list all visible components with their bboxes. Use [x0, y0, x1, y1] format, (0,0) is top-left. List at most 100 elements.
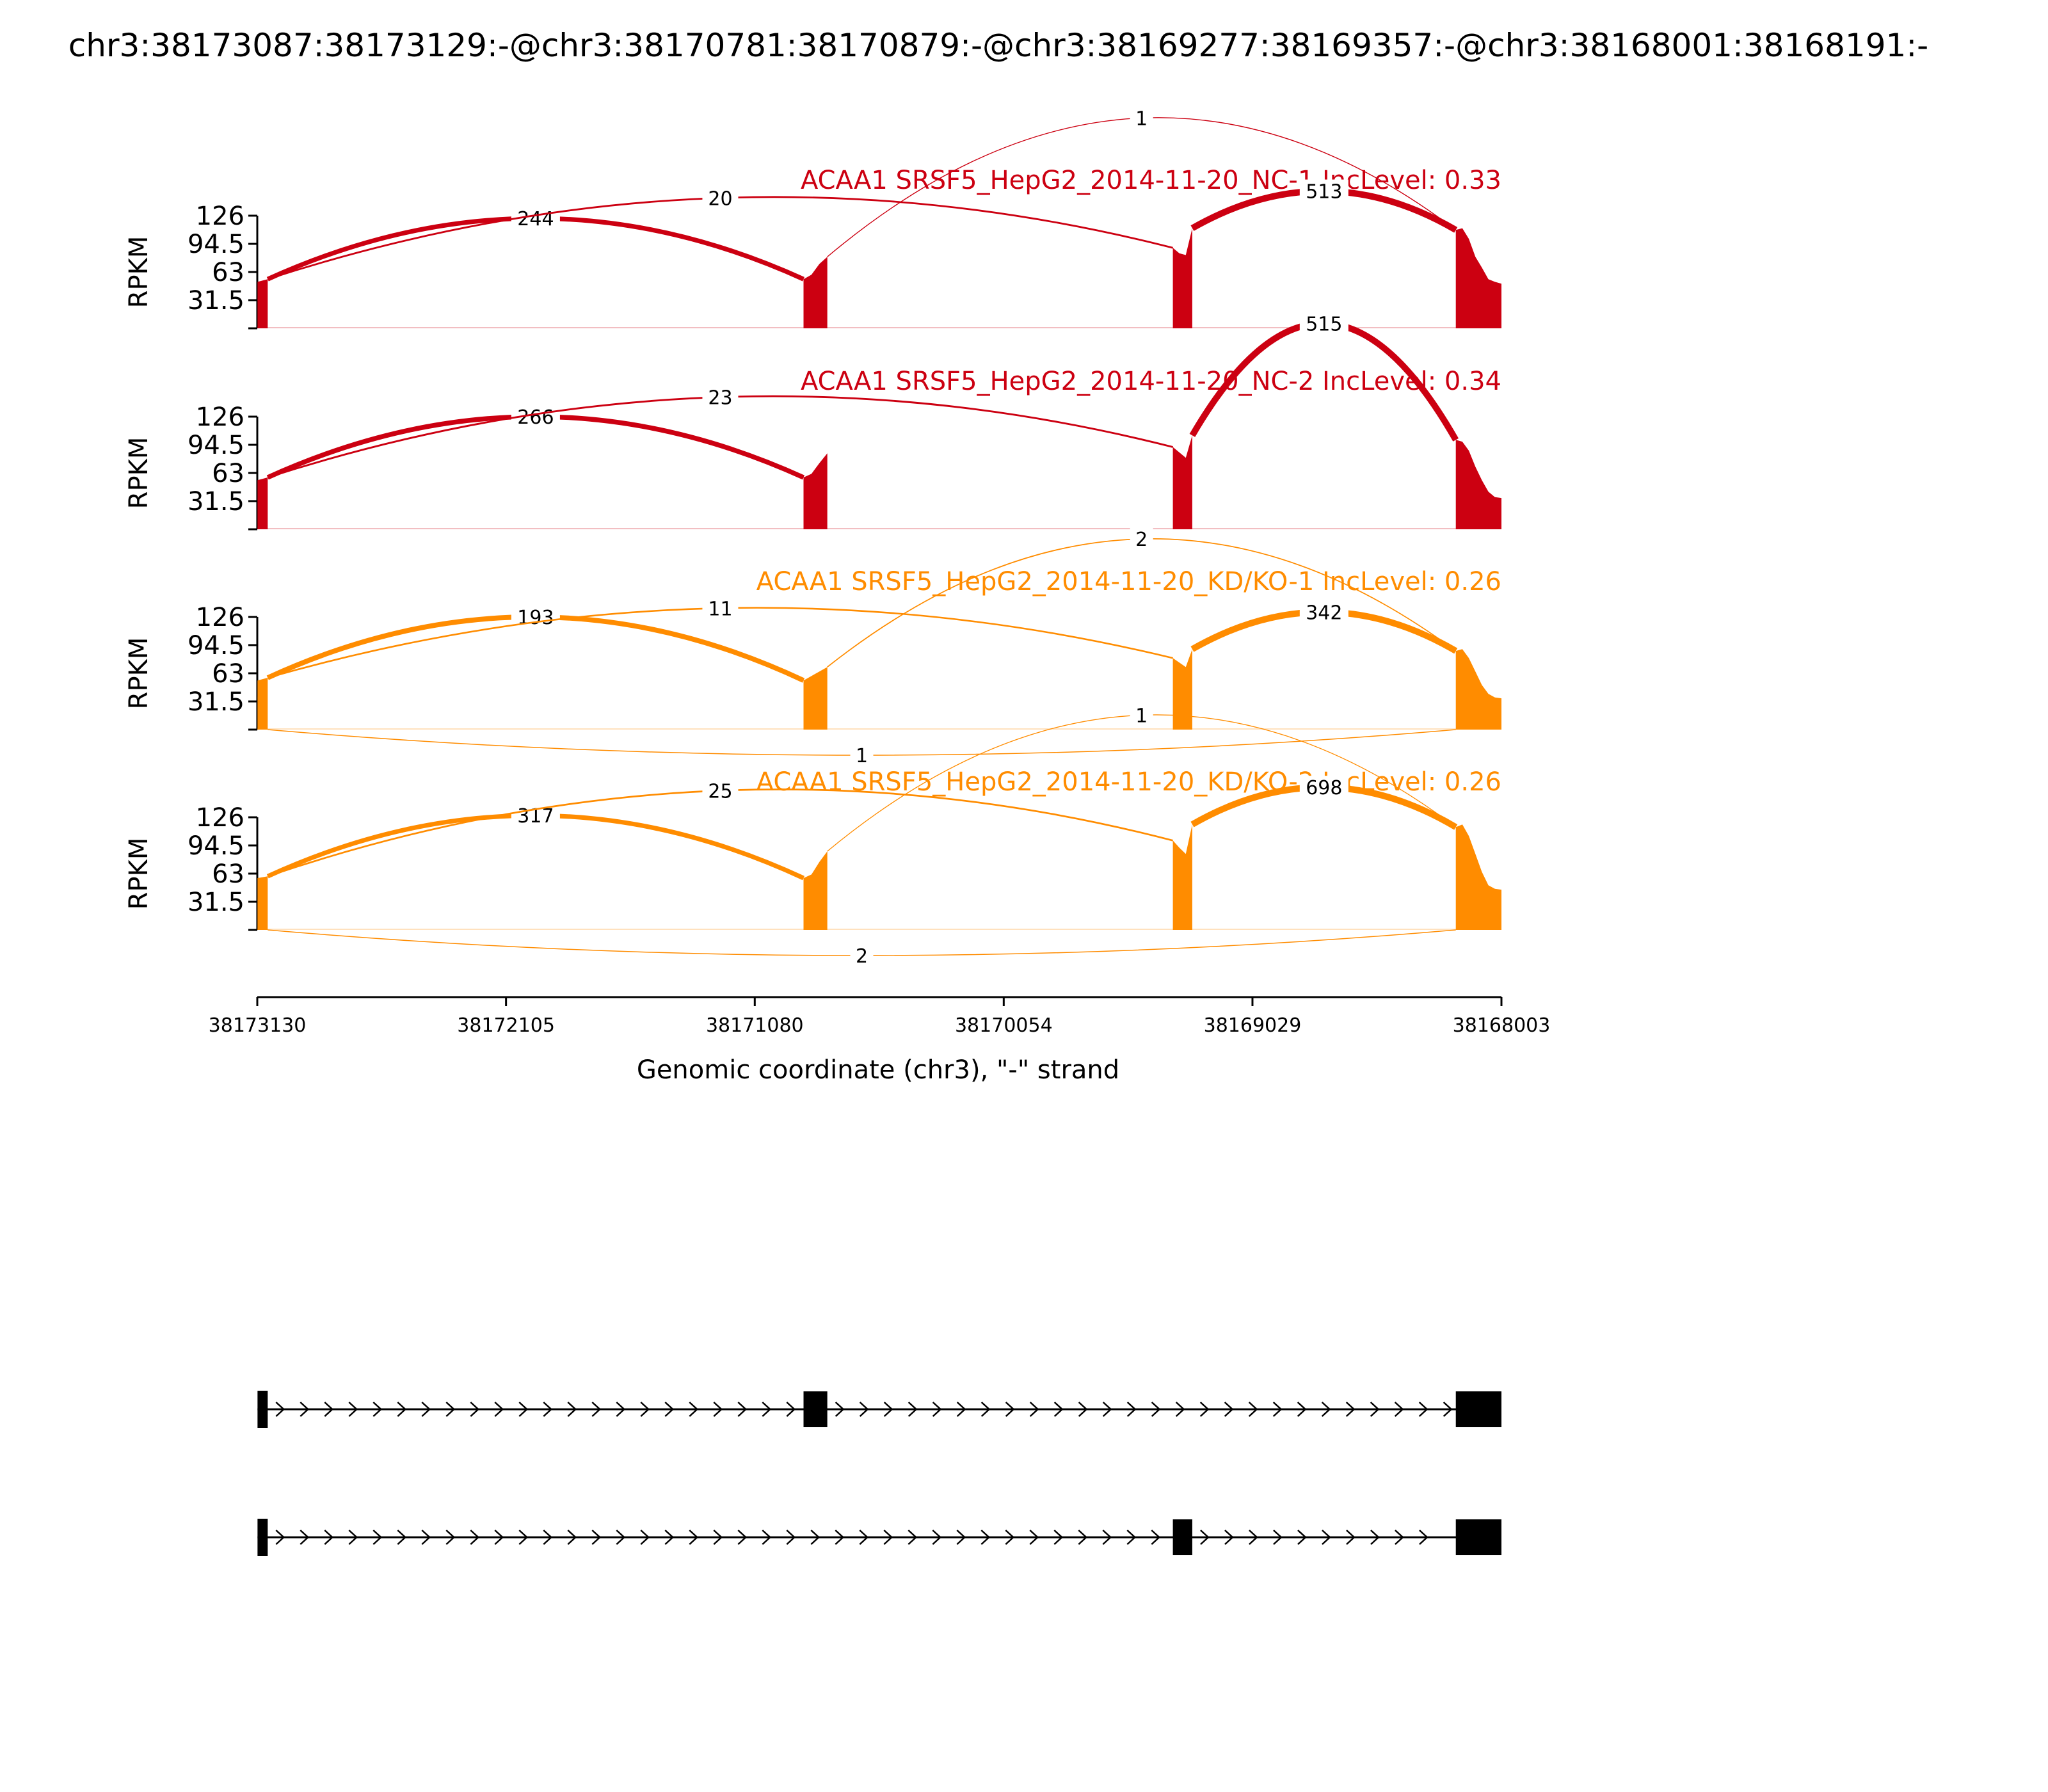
strand-arrow [372, 1530, 383, 1545]
y-tick-label: 94.5 [188, 831, 244, 861]
strand-arrow [591, 1530, 602, 1545]
strand-arrow [1297, 1530, 1307, 1545]
y-tick-label: 126 [196, 803, 244, 833]
strand-arrow [421, 1530, 431, 1545]
junction-label-bg [702, 779, 739, 801]
panel-title: ACAA1 SRSF5_HepG2_2014-11-20_KD/KO-1 Inc… [756, 567, 1501, 596]
strand-arrow [348, 1530, 358, 1545]
strand-arrow [567, 1530, 577, 1545]
x-axis-label: Genomic coordinate (chr3), "-" strand [637, 1055, 1119, 1085]
coverage-exon-3 [1172, 228, 1192, 328]
panel-nc-2: ACAA1 SRSF5_HepG2_2014-11-20_NC-2 IncLev… [124, 312, 1501, 531]
coverage-exon-2 [803, 851, 828, 930]
junction-label-bg [1299, 600, 1348, 623]
coverage-exon-2 [803, 453, 828, 529]
y-tick-label: 94.5 [188, 431, 244, 460]
strand-arrow [1346, 1530, 1356, 1545]
strand-arrow [372, 1402, 383, 1417]
strand-arrow [397, 1402, 407, 1417]
strand-arrow [616, 1530, 626, 1545]
strand-arrow [1199, 1402, 1210, 1417]
strand-arrow [494, 1530, 504, 1545]
strand-arrow [689, 1530, 699, 1545]
junction-label-bg [702, 385, 739, 408]
junction-count-label: 2 [856, 945, 868, 968]
exon-block [257, 1391, 268, 1428]
strand-arrow [494, 1402, 504, 1417]
junction-count-label: 20 [708, 188, 732, 210]
coverage-exon-1 [257, 678, 268, 730]
x-tick-label: 38171080 [706, 1014, 804, 1037]
strand-arrow [1078, 1402, 1088, 1417]
y-tick-label: 31.5 [188, 286, 244, 316]
strand-arrow [737, 1402, 748, 1417]
y-tick-label: 31.5 [188, 888, 244, 917]
strand-arrow [397, 1530, 407, 1545]
strand-arrow [1345, 1402, 1356, 1417]
junction-label-bg [1299, 312, 1348, 334]
strand-arrow [616, 1402, 626, 1417]
strand-arrow [737, 1530, 748, 1545]
strand-arrow [1053, 1530, 1064, 1545]
panel-kd-ko-2: ACAA1 SRSF5_HepG2_2014-11-20_KD/KO-2 Inc… [124, 703, 1501, 968]
strand-arrow [1151, 1530, 1161, 1545]
panel-kd-ko-1: ACAA1 SRSF5_HepG2_2014-11-20_KD/KO-1 Inc… [124, 527, 1501, 767]
strand-arrow [567, 1402, 577, 1417]
junction-count-label: 515 [1306, 313, 1342, 335]
junction-count-label: 513 [1306, 181, 1342, 204]
strand-arrow [689, 1402, 699, 1417]
strand-arrow [883, 1530, 893, 1545]
y-tick-label: 94.5 [188, 631, 244, 660]
strand-arrow [1200, 1530, 1210, 1545]
junction-count-label: 11 [708, 598, 732, 620]
y-tick-label: 63 [212, 258, 244, 287]
figure-title: chr3:38173087:38173129:-@chr3:38170781:3… [68, 27, 1928, 64]
junction-count-label: 266 [517, 406, 554, 429]
panel-nc-1: ACAA1 SRSF5_HepG2_2014-11-20_NC-1 IncLev… [124, 106, 1501, 330]
strand-arrow [1175, 1402, 1185, 1417]
strand-arrow [932, 1530, 942, 1545]
strand-arrow [1005, 1402, 1015, 1417]
strand-arrow [1126, 1402, 1137, 1417]
strand-arrow [640, 1530, 650, 1545]
strand-arrow [1029, 1402, 1039, 1417]
strand-arrow [445, 1530, 456, 1545]
strand-arrow [786, 1402, 796, 1417]
y-axis-label: RPKM [124, 838, 154, 910]
exon-block [1455, 1519, 1501, 1555]
junction-count-label: 25 [708, 780, 732, 803]
strand-arrow [859, 1402, 869, 1417]
junction-count-label: 2 [1135, 529, 1148, 551]
strand-arrow [518, 1530, 529, 1545]
strand-arrow [1394, 1402, 1404, 1417]
y-axis-label: RPKM [124, 236, 154, 308]
coverage-exon-3 [1172, 649, 1192, 730]
strand-arrow [786, 1530, 796, 1545]
x-tick-label: 38169029 [1204, 1014, 1302, 1037]
coverage-exon-4 [1455, 649, 1501, 730]
coverage-exon-4 [1455, 824, 1501, 930]
junction-label-bg [850, 944, 874, 966]
coverage-exon-1 [257, 477, 268, 529]
y-tick-label: 126 [196, 403, 244, 432]
strand-arrow [324, 1402, 334, 1417]
y-tick-label: 31.5 [188, 687, 244, 717]
x-tick-label: 38168003 [1453, 1014, 1551, 1037]
junction-count-label: 193 [517, 607, 554, 629]
strand-arrow [932, 1402, 942, 1417]
coverage-panels: ACAA1 SRSF5_HepG2_2014-11-20_NC-1 IncLev… [124, 106, 1501, 968]
strand-arrow [835, 1402, 845, 1417]
strand-arrow [713, 1530, 723, 1545]
strand-arrow [956, 1402, 966, 1417]
junction-label-bg [1299, 776, 1348, 798]
y-tick-label: 94.5 [188, 230, 244, 259]
coverage-exon-2 [803, 667, 828, 730]
junction-label-bg [702, 596, 739, 619]
strand-arrow [1224, 1402, 1234, 1417]
transcript-isoform-2 [257, 1519, 1501, 1556]
strand-arrow [348, 1402, 358, 1417]
y-tick-label: 126 [196, 202, 244, 231]
junction-count-label: 1 [856, 745, 868, 767]
strand-arrow [591, 1402, 602, 1417]
y-tick-label: 63 [212, 459, 244, 488]
